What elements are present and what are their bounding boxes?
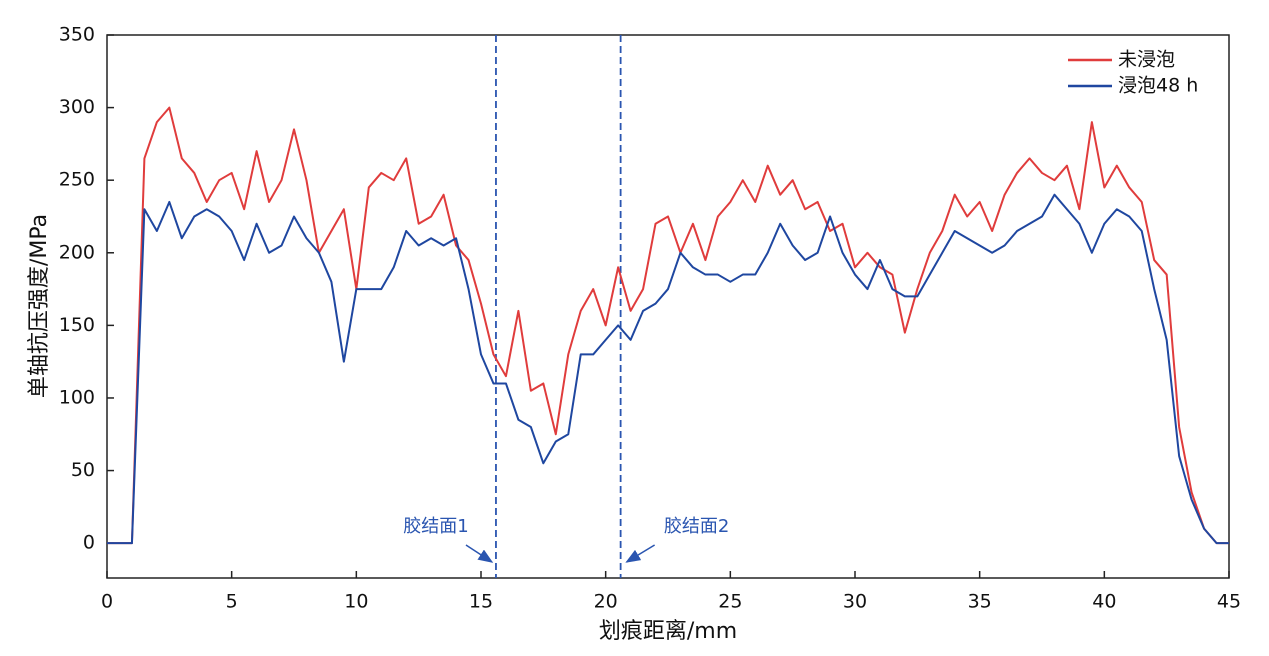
line-series: [107, 106, 1229, 545]
x-tick-label: 30: [843, 591, 867, 613]
line-series: [107, 193, 1229, 545]
y-tick-label: 100: [59, 386, 95, 408]
y-tick-label: 50: [71, 459, 95, 481]
y-tick-label: 250: [59, 169, 95, 191]
plot-frame: [106, 34, 1230, 579]
annotation-arrow: [465, 544, 494, 563]
legend-label: 未浸泡: [1118, 49, 1175, 71]
annotation-label: 胶结面1: [403, 516, 468, 537]
x-tick-label: 45: [1217, 591, 1241, 613]
x-tick-label: 10: [344, 591, 368, 613]
x-tick-label: 5: [226, 591, 238, 613]
y-tick-label: 150: [59, 314, 95, 336]
x-tick-label: 0: [101, 591, 113, 613]
y-tick-label: 300: [59, 96, 95, 118]
x-tick-label: 35: [968, 591, 992, 613]
y-axis-label: 单轴抗压强度/MPa: [27, 214, 52, 398]
x-tick-label: 25: [718, 591, 742, 613]
y-tick-label: 200: [59, 241, 95, 263]
x-axis-label: 划痕距离/mm: [599, 619, 737, 644]
x-tick-label: 40: [1092, 591, 1116, 613]
x-tick-label: 20: [594, 591, 618, 613]
y-tick-label: 350: [59, 24, 95, 46]
annotation-arrow: [625, 544, 656, 563]
y-tick-label: 0: [83, 532, 95, 554]
x-tick-label: 15: [469, 591, 493, 613]
legend-label: 浸泡48 h: [1118, 75, 1198, 97]
annotation-label: 胶结面2: [664, 516, 729, 537]
